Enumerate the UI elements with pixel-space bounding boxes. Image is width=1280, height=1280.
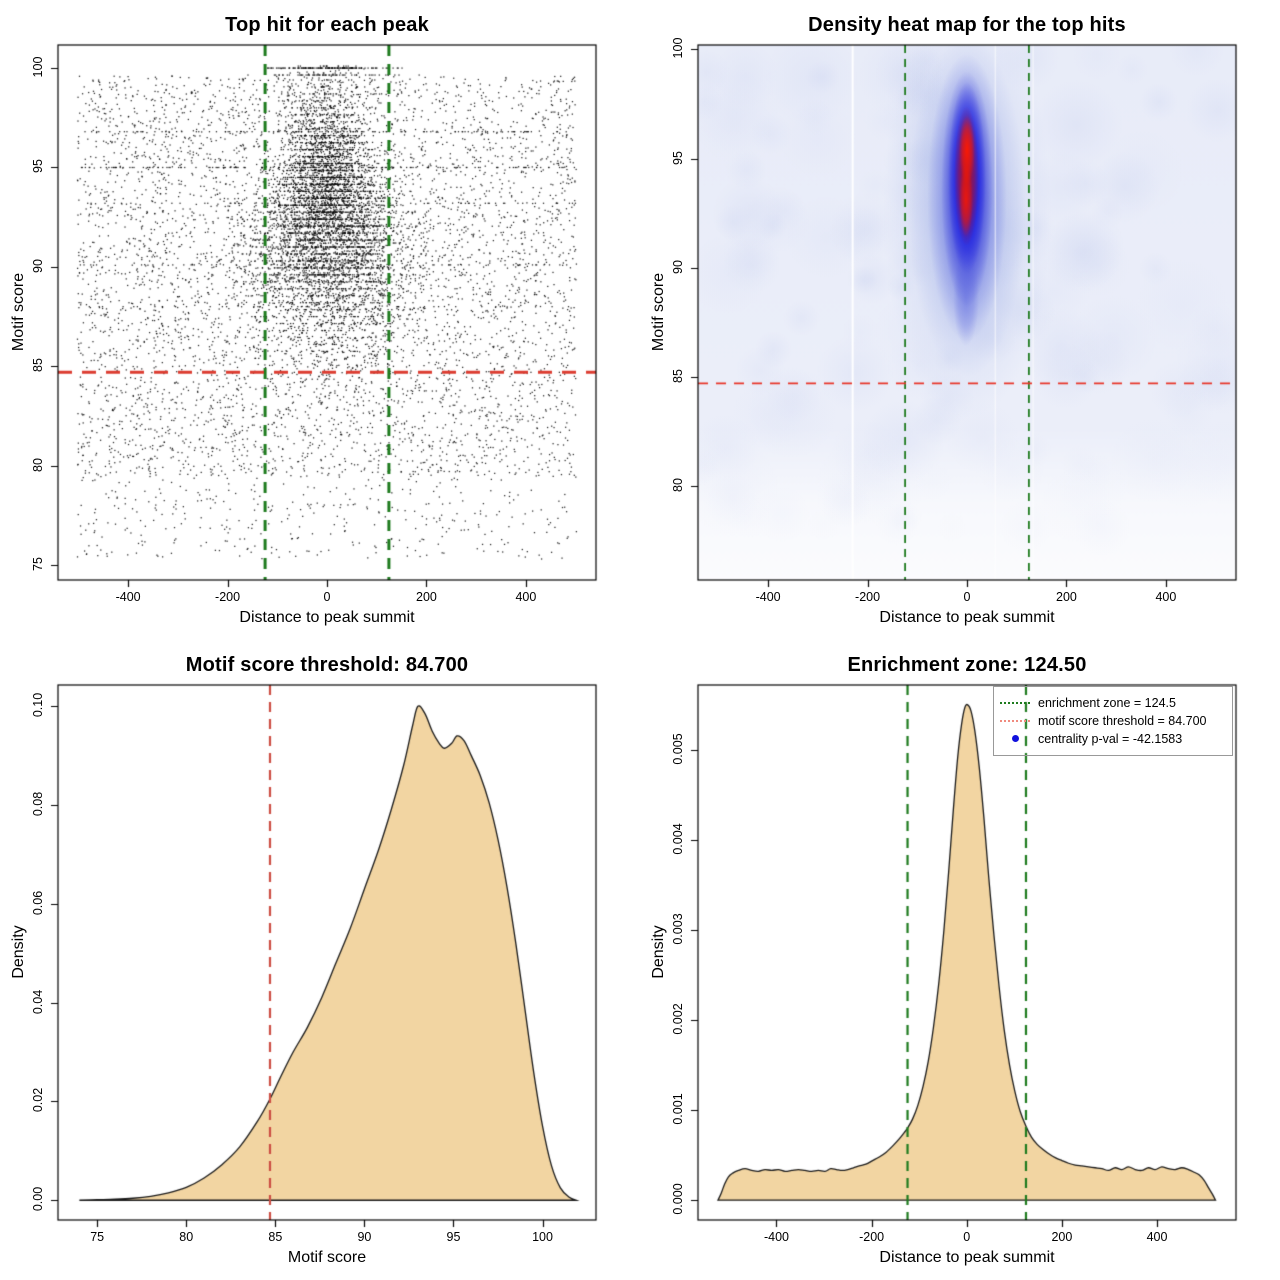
y-tick-label: 0.02 bbox=[31, 1088, 45, 1113]
heatmap-ylabel: Motif score bbox=[650, 272, 667, 352]
centrality-pval-dot-wrap bbox=[1000, 735, 1030, 742]
panel-top-hit-scatter: Top hit for each peak Distance to peak s… bbox=[0, 0, 640, 640]
y-tick-label: 0.00 bbox=[31, 1187, 45, 1212]
x-tick-label: 0 bbox=[963, 590, 971, 604]
score-density-title: Motif score threshold: 84.700 bbox=[185, 654, 469, 676]
y-tick-label: 0.10 bbox=[31, 693, 45, 718]
distance-density-title: Enrichment zone: 124.50 bbox=[847, 654, 1087, 676]
x-tick-label: 200 bbox=[416, 590, 437, 604]
y-tick-label: 0.000 bbox=[671, 1183, 685, 1215]
x-tick-label: -400 bbox=[763, 1230, 789, 1244]
x-tick-label: 0 bbox=[963, 1230, 971, 1244]
y-tick-label: 85 bbox=[31, 358, 45, 373]
x-tick-label: -400 bbox=[755, 590, 781, 604]
legend-enrichment-zone-label: enrichment zone = 124.5 bbox=[1038, 695, 1176, 710]
x-tick-label: -200 bbox=[859, 1230, 885, 1244]
y-tick-label: 0.004 bbox=[671, 823, 685, 855]
enrichment-zone-line-icon bbox=[1000, 701, 1030, 704]
y-tick-label: 95 bbox=[31, 159, 45, 174]
x-tick-label: 90 bbox=[357, 1230, 372, 1244]
panel-density-heatmap: Density heat map for the top hits Distan… bbox=[640, 0, 1280, 640]
legend-item-centrality-pval: centrality p-val = -42.1583 bbox=[1000, 730, 1226, 747]
scatter-ylabel: Motif score bbox=[10, 272, 27, 352]
x-tick-label: 400 bbox=[1146, 1230, 1168, 1244]
x-tick-label: -200 bbox=[215, 590, 241, 604]
y-tick-label: 0.001 bbox=[671, 1093, 685, 1125]
x-tick-label: 200 bbox=[1056, 590, 1077, 604]
legend-item-enrichment-zone: enrichment zone = 124.5 bbox=[1000, 694, 1226, 711]
distance-density-ylabel: Density bbox=[650, 925, 667, 979]
x-tick-label: 0 bbox=[323, 590, 331, 604]
distance-density-xlabel: Distance to peak summit bbox=[879, 1249, 1055, 1266]
x-tick-label: 85 bbox=[268, 1230, 283, 1244]
y-tick-label: 90 bbox=[31, 258, 45, 273]
legend-motif-score-threshold-label: motif score threshold = 84.700 bbox=[1038, 713, 1207, 728]
x-tick-label: 80 bbox=[179, 1230, 194, 1244]
x-tick-label: -200 bbox=[855, 590, 881, 604]
x-tick-label: 100 bbox=[532, 1230, 553, 1244]
heatmap-title: Density heat map for the top hits bbox=[808, 14, 1126, 36]
legend: enrichment zone = 124.5 motif score thre… bbox=[993, 686, 1233, 756]
y-tick-label: 0.06 bbox=[31, 890, 45, 915]
y-tick-label: 0.04 bbox=[31, 989, 45, 1014]
motif-score-density-canvas bbox=[0, 640, 640, 1280]
legend-item-motif-score-threshold: motif score threshold = 84.700 bbox=[1000, 712, 1226, 729]
density-heatmap-canvas bbox=[640, 0, 1280, 640]
y-tick-label: 85 bbox=[671, 368, 685, 383]
score-density-xlabel: Motif score bbox=[287, 1249, 367, 1266]
y-tick-label: 95 bbox=[671, 150, 685, 165]
centrality-pval-dot-icon bbox=[1011, 735, 1019, 742]
motif-score-threshold-line-icon bbox=[1000, 719, 1030, 722]
y-tick-label: 0.003 bbox=[671, 913, 685, 945]
heatmap-xlabel: Distance to peak summit bbox=[879, 609, 1055, 626]
y-tick-label: 80 bbox=[31, 457, 45, 472]
legend-centrality-pval-label: centrality p-val = -42.1583 bbox=[1038, 731, 1183, 746]
score-density-ylabel: Density bbox=[10, 925, 27, 979]
scatter-title: Top hit for each peak bbox=[225, 14, 429, 36]
y-tick-label: 0.08 bbox=[31, 791, 45, 817]
y-tick-label: 75 bbox=[31, 557, 45, 572]
x-tick-label: 200 bbox=[1051, 1230, 1073, 1244]
y-tick-label: 0.002 bbox=[671, 1003, 685, 1035]
y-tick-label: 90 bbox=[671, 259, 685, 274]
x-tick-label: -400 bbox=[115, 590, 141, 604]
x-tick-label: 75 bbox=[90, 1230, 105, 1244]
panel-enrichment-zone-density: Enrichment zone: 124.50 Distance to peak… bbox=[640, 640, 1280, 1280]
y-tick-label: 100 bbox=[671, 37, 685, 59]
y-tick-label: 100 bbox=[31, 56, 45, 78]
enrichment-zone-density-canvas bbox=[640, 640, 1280, 1280]
scatter-xlabel: Distance to peak summit bbox=[239, 609, 415, 626]
panel-motif-score-density: Motif score threshold: 84.700 Motif scor… bbox=[0, 640, 640, 1280]
top-hit-scatter-canvas bbox=[0, 0, 640, 640]
y-tick-label: 0.005 bbox=[671, 733, 685, 765]
x-tick-label: 400 bbox=[1155, 590, 1177, 604]
y-tick-label: 80 bbox=[671, 478, 685, 493]
x-tick-label: 95 bbox=[446, 1230, 461, 1244]
x-tick-label: 400 bbox=[515, 590, 537, 604]
